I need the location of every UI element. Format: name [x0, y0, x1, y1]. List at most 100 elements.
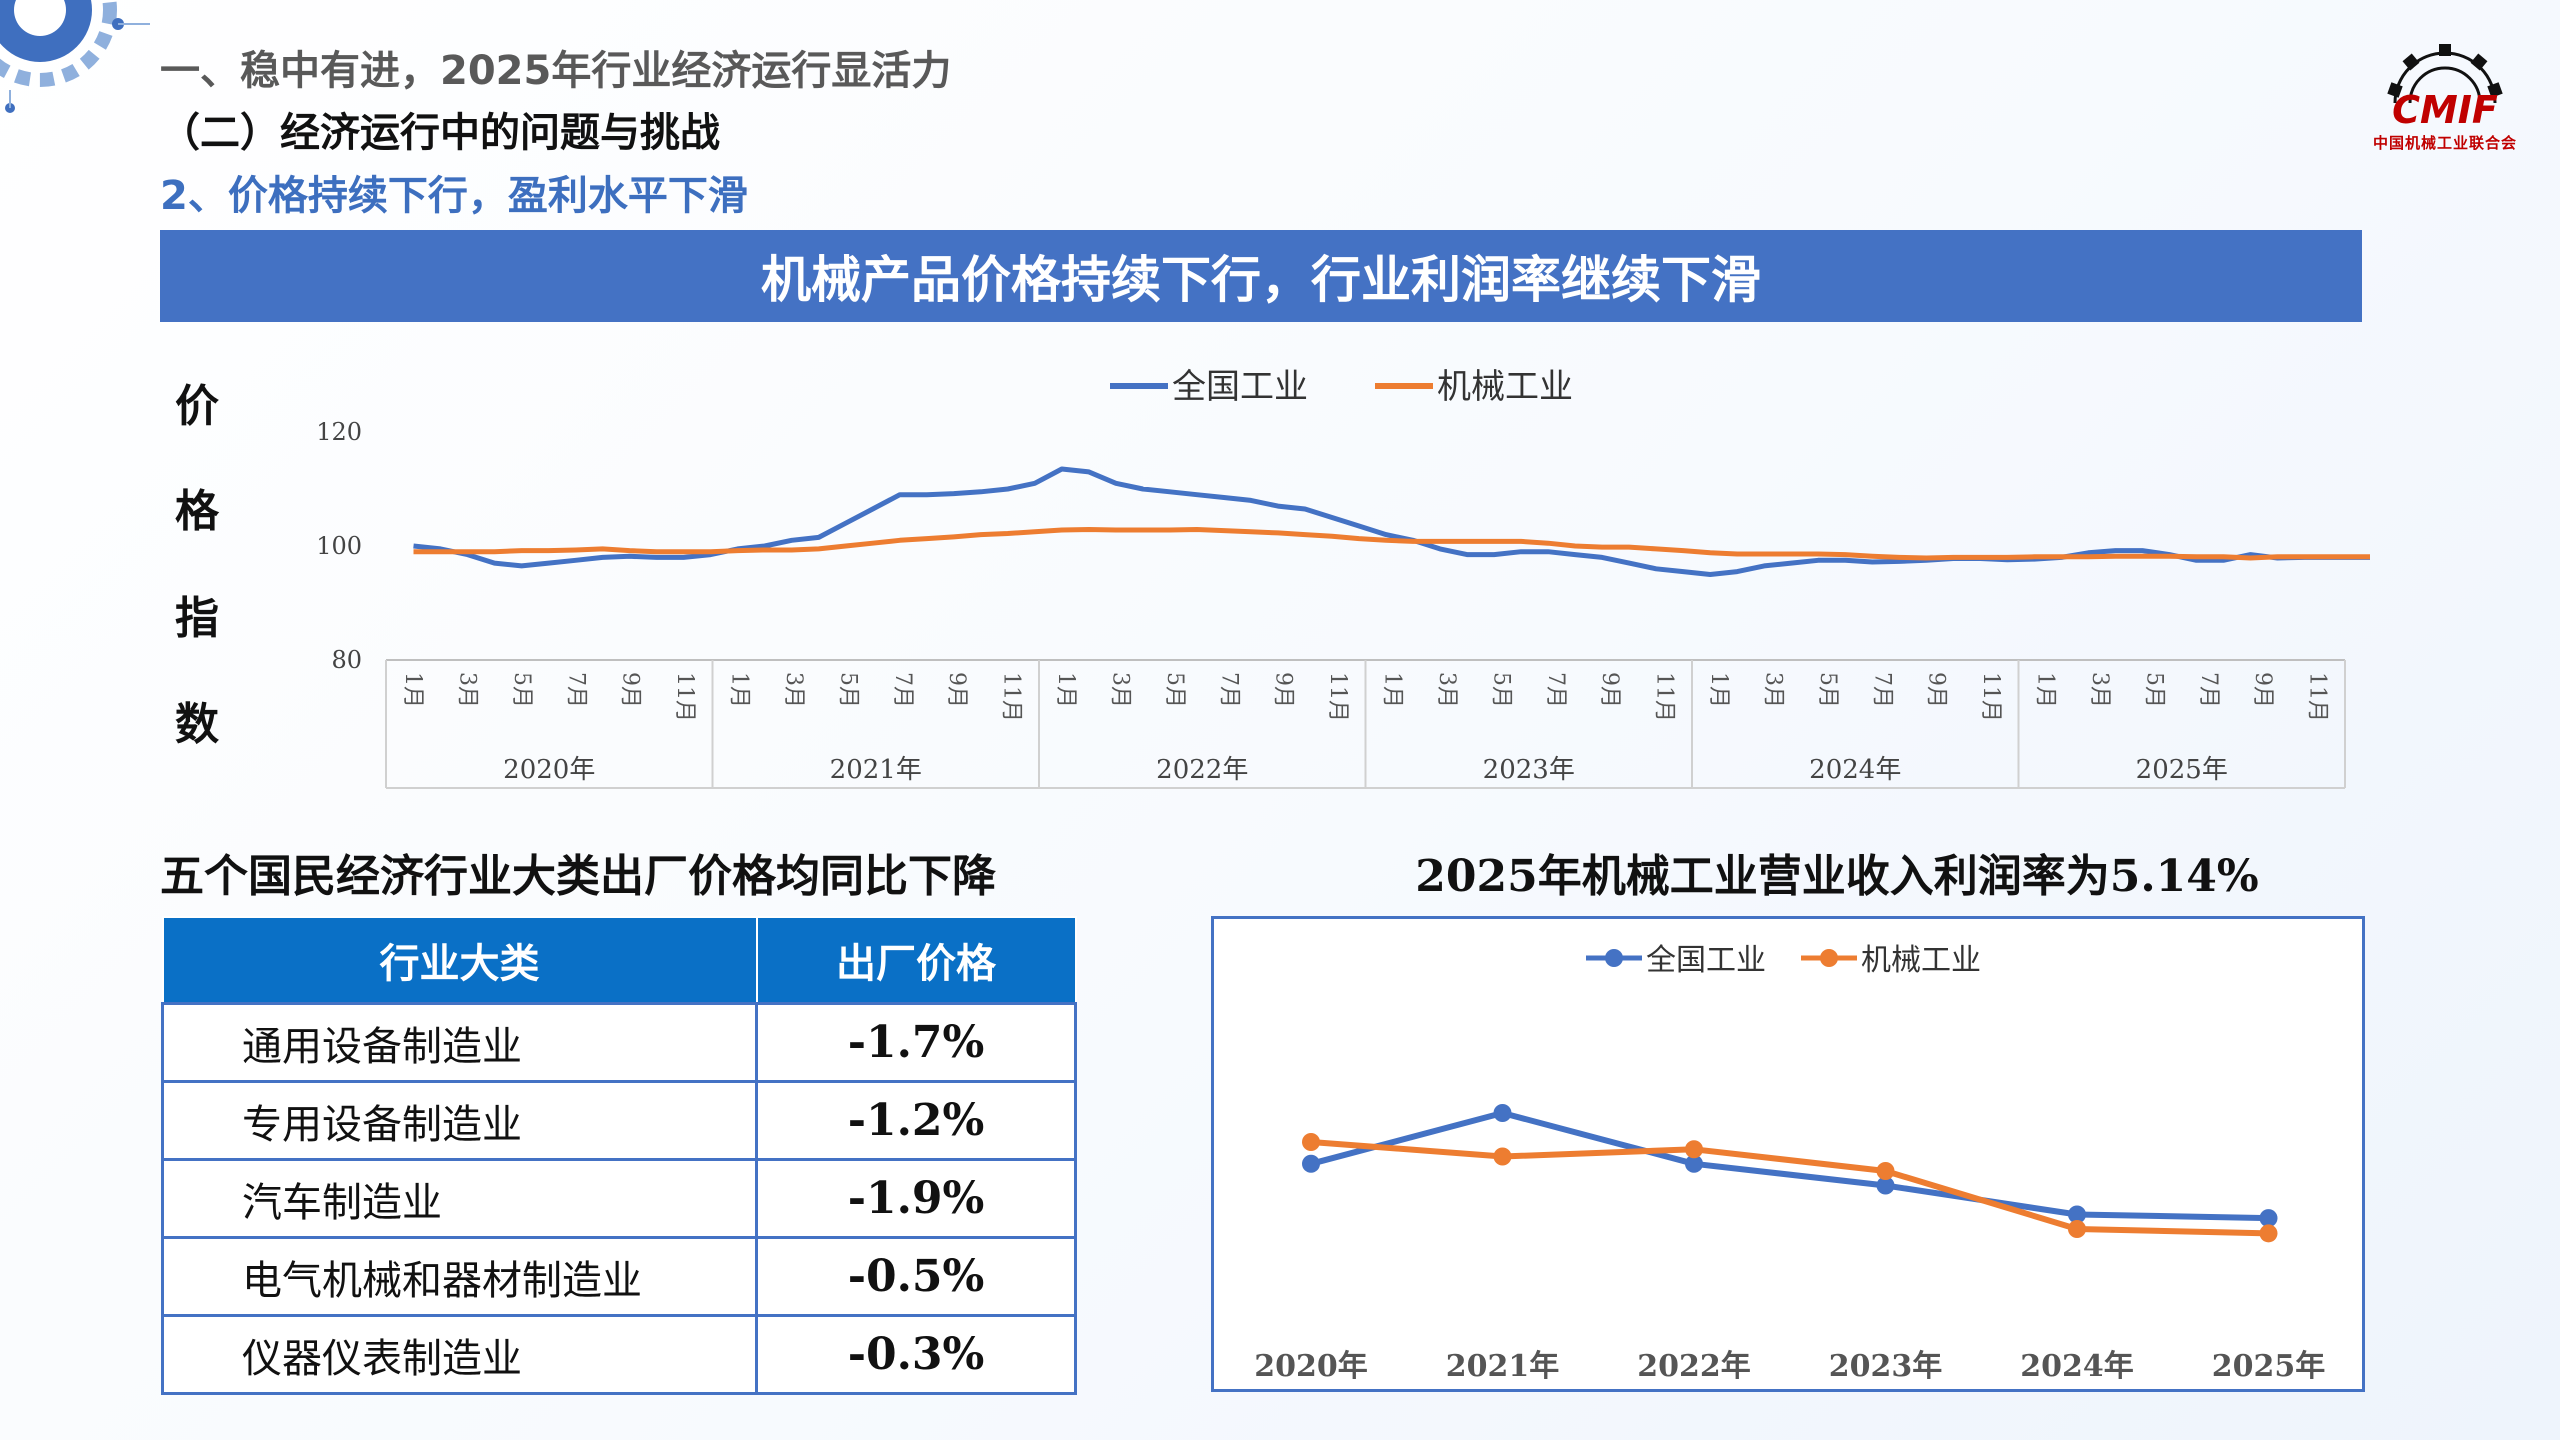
month-tick-label: 7月 [2196, 672, 2221, 708]
data-point [1685, 1154, 1703, 1173]
table-cell-industry: 专用设备制造业 [161, 1080, 758, 1161]
profit-margin-chart: 2020年 2021年 2022年 2023年 2024年 2025年 全国工业 机械工业 [1254, 943, 2326, 1384]
ylabel-char-2: 格 [175, 486, 219, 537]
legend-label: 全国工业 [1172, 367, 1308, 407]
data-point [2068, 1220, 2086, 1238]
month-tick-label: 9月 [2250, 672, 2275, 708]
table-row: 通用设备制造业 -1.7% [161, 1002, 1077, 1083]
month-tick-label: 11月 [1652, 672, 1677, 722]
table-header-price: 出厂价格 [755, 916, 1077, 1005]
header-line3: 2、价格持续下行，盈利水平下滑 [160, 173, 748, 219]
category-label: 2021年 [1446, 1349, 1560, 1384]
series-line-machinery [1310, 1139, 2269, 1237]
table-cell-industry: 汽车制造业 [161, 1158, 758, 1239]
year-label: 2020年 [503, 755, 595, 785]
month-tick-label: 11月 [999, 672, 1024, 722]
series-line-national [1310, 1110, 2269, 1222]
data-point [2259, 1209, 2278, 1228]
month-tick-label: 5月 [1162, 672, 1187, 708]
month-tick-label: 1月 [400, 672, 425, 708]
profit-chart-frame [1211, 916, 2365, 1392]
price-table: 行业大类 出厂价格 通用设备制造业 -1.7% 专用设备制造业 -1.2% 汽车… [161, 916, 1077, 1395]
table-cell-price: -1.9% [755, 1158, 1077, 1239]
month-tick-label: 9月 [618, 672, 643, 708]
data-point [1876, 1162, 1895, 1180]
price-index-chart: 120 100 80 2020年 1月 3月 5月 7月 9月 11月 2021年 1月 3月 5月 7月 9… [316, 367, 2370, 789]
header-line2: （二）经济运行中的问题与挑战 [160, 110, 720, 156]
legend-label: 机械工业 [1437, 367, 1573, 407]
table-header-industry: 行业大类 [161, 916, 758, 1005]
table-row: 电气机械和器材制造业 -0.5% [161, 1236, 1077, 1317]
month-tick-label: 7月 [890, 672, 915, 708]
year-label: 2024年 [1809, 755, 1901, 785]
ylabel-char-1: 价 [175, 381, 219, 432]
table-cell-industry: 通用设备制造业 [161, 1002, 758, 1083]
year-label: 2025年 [2136, 755, 2228, 785]
ylabel-char-4: 数 [175, 699, 219, 750]
legend-label: 全国工业 [1646, 943, 1766, 978]
month-tick-label: 11月 [672, 672, 697, 722]
data-point [2259, 1224, 2278, 1243]
category-label: 2025年 [2212, 1349, 2326, 1384]
table-cell-price: -1.7% [755, 1002, 1077, 1083]
data-point [1302, 1154, 1320, 1173]
table-cell-price: -0.5% [755, 1236, 1077, 1317]
table-cell-industry: 电气机械和器材制造业 [161, 1236, 758, 1317]
month-tick-label: 7月 [1543, 672, 1568, 708]
month-tick-label: 5月 [1815, 672, 1840, 708]
month-tick-label: 11月 [1325, 672, 1350, 722]
category-label: 2020年 [1254, 1349, 1368, 1384]
profit-chart-title: 2025年机械工业营业收入利润率为5.14% [1415, 851, 2259, 902]
month-tick-label: 5月 [509, 672, 534, 708]
month-tick-label: 1月 [1706, 672, 1731, 708]
table-row: 仪器仪表制造业 -0.3% [161, 1314, 1077, 1395]
month-tick-label: 5月 [835, 672, 860, 708]
table-header-row: 行业大类 出厂价格 [161, 916, 1077, 1005]
year-label: 2023年 [1483, 755, 1575, 785]
y-tick-label: 120 [316, 418, 362, 446]
month-tick-label: 3月 [454, 672, 479, 708]
series-line-machinery [413, 527, 2370, 561]
month-tick-label: 1月 [727, 672, 752, 708]
y-tick-label: 100 [316, 532, 362, 560]
logo-subtitle: 中国机械工业联合会 [2372, 134, 2517, 152]
category-label: 2023年 [1829, 1349, 1943, 1384]
month-tick-label: 7月 [563, 672, 588, 708]
ylabel-char-3: 指 [175, 593, 219, 644]
month-tick-label: 11月 [1978, 672, 2003, 722]
cmif-logo: CMIF [2387, 44, 2503, 132]
month-tick-label: 9月 [1271, 672, 1296, 708]
banner-title: 机械产品价格持续下行，行业利润率继续下滑 [160, 230, 2362, 322]
month-tick-label: 3月 [2087, 672, 2112, 708]
month-tick-label: 1月 [1380, 672, 1405, 708]
month-tick-label: 1月 [2033, 672, 2058, 708]
table-cell-price: -0.3% [755, 1314, 1077, 1395]
month-tick-label: 3月 [1760, 672, 1785, 708]
legend-label: 机械工业 [1861, 943, 1981, 978]
data-point [1876, 1176, 1895, 1195]
logo-text: CMIF [2392, 88, 2498, 132]
table-cell-price: -1.2% [755, 1080, 1077, 1161]
month-tick-label: 3月 [781, 672, 806, 708]
category-label: 2022年 [1637, 1349, 1751, 1384]
table-cell-industry: 仪器仪表制造业 [161, 1314, 758, 1395]
month-tick-label: 5月 [1488, 672, 1513, 708]
year-label: 2021年 [830, 755, 922, 785]
data-point [1493, 1104, 1512, 1122]
month-tick-label: 7月 [1216, 672, 1241, 708]
legend-marker [1820, 949, 1838, 967]
month-tick-label: 11月 [2305, 672, 2330, 722]
month-tick-label: 9月 [944, 672, 969, 708]
data-point [1302, 1133, 1320, 1151]
table-title: 五个国民经济行业大类出厂价格均同比下降 [160, 851, 996, 902]
legend-marker [1605, 949, 1623, 967]
year-label: 2022年 [1156, 755, 1248, 785]
month-tick-label: 3月 [1107, 672, 1132, 708]
month-tick-label: 3月 [1434, 672, 1459, 708]
data-point [2068, 1205, 2086, 1224]
corner-gear-icon [0, 0, 150, 113]
data-point [1493, 1147, 1512, 1166]
month-tick-label: 7月 [1869, 672, 1894, 708]
month-tick-label: 1月 [1053, 672, 1078, 708]
table-row: 专用设备制造业 -1.2% [161, 1080, 1077, 1161]
